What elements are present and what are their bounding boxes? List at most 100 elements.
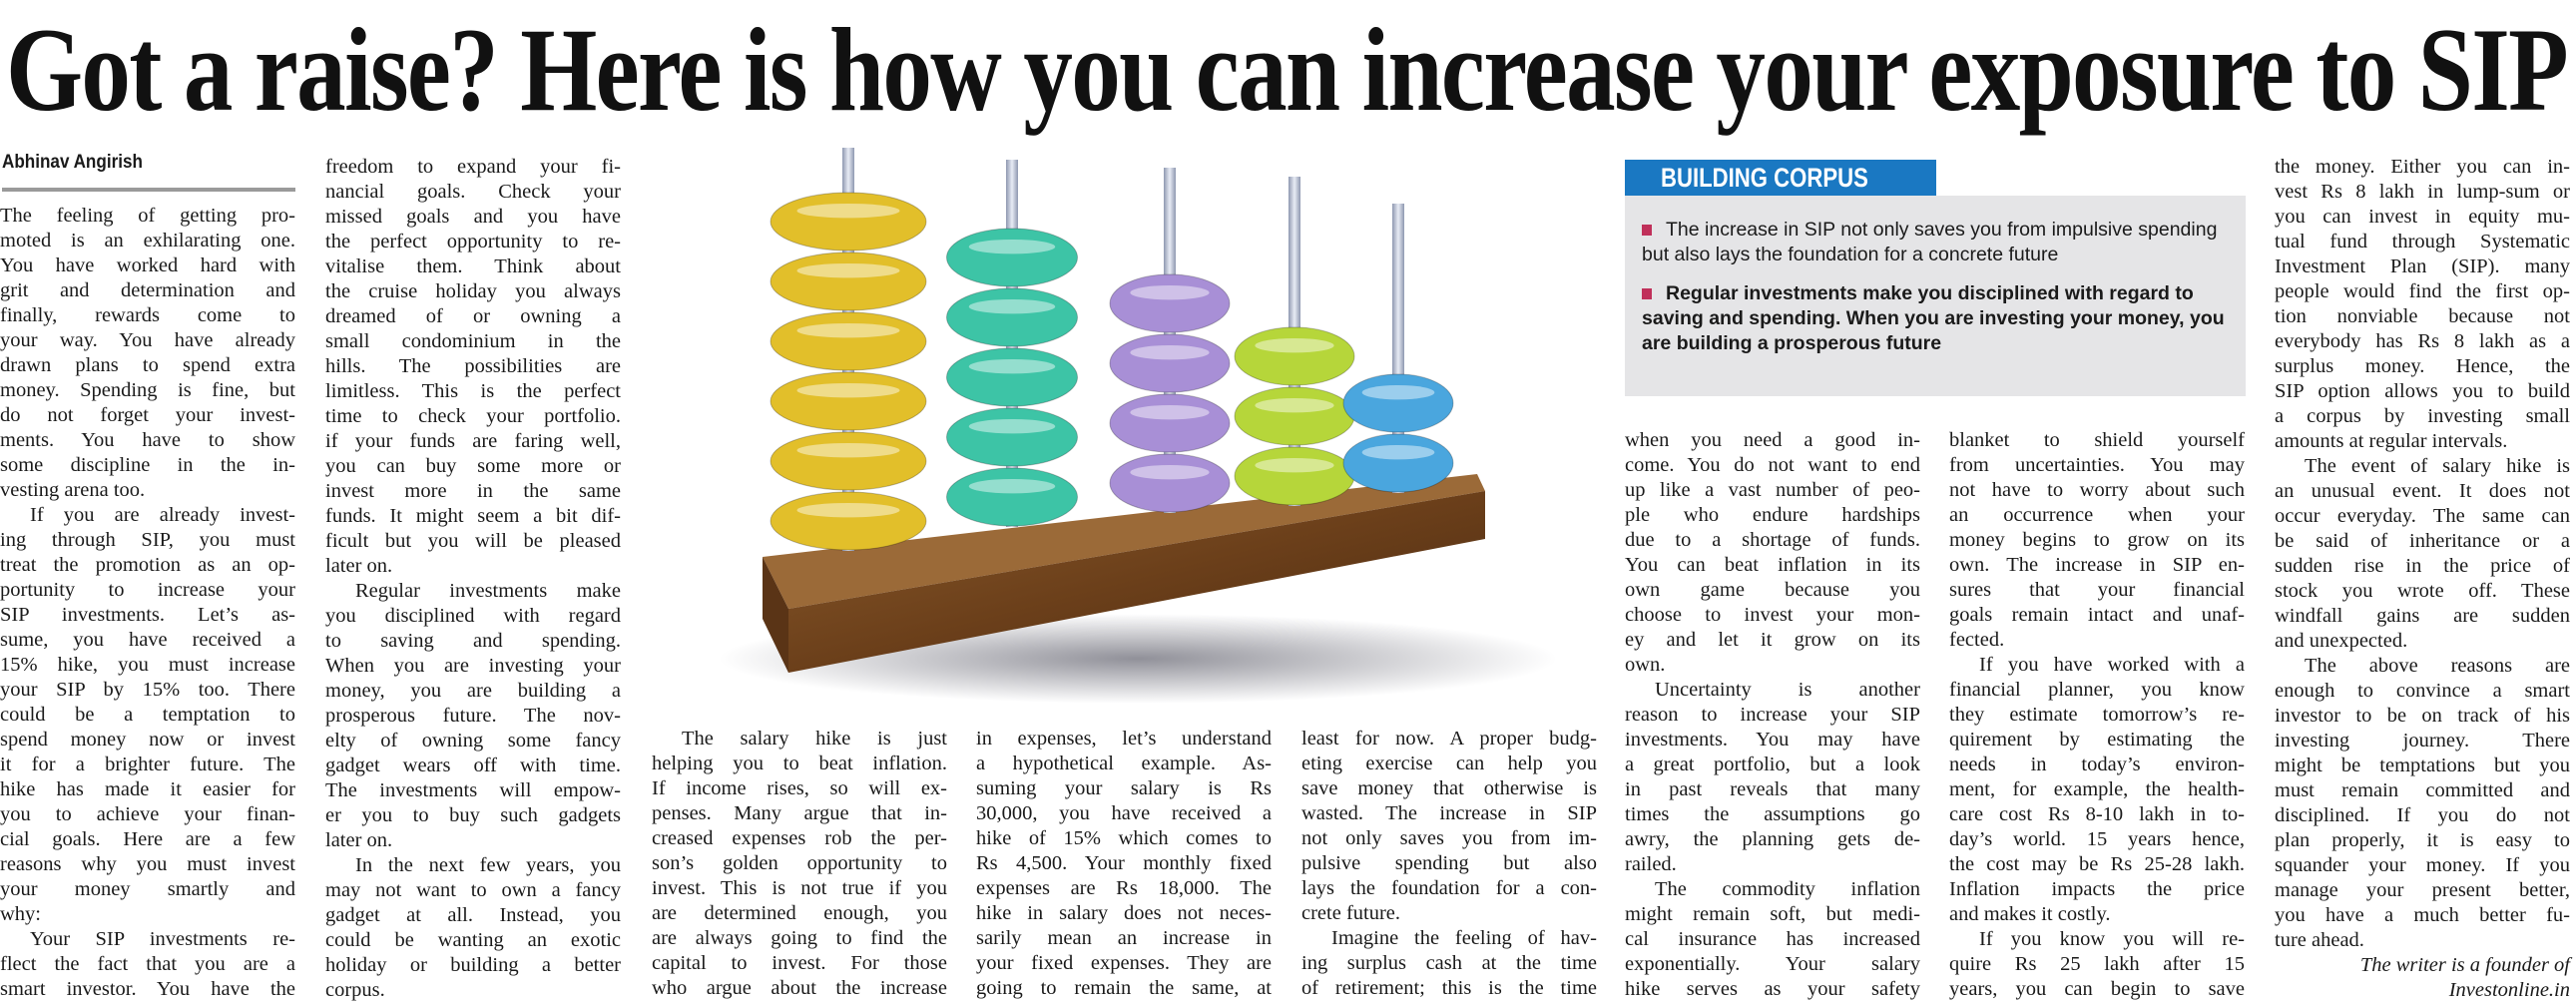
paragraph: If you are already invest-ing through SI… bbox=[0, 503, 295, 927]
text-line: quirement by estimating the bbox=[1949, 729, 2245, 751]
text-line: in past reveals that many bbox=[1625, 778, 1920, 800]
text-line: prosperous future. The nov- bbox=[325, 705, 621, 727]
text-line: The salary hike is just bbox=[682, 728, 947, 750]
text-line: invest. This is not true if you bbox=[652, 877, 947, 899]
text-line: some discipline in the in- bbox=[0, 454, 295, 476]
text-line: eting exercise can help you bbox=[1301, 753, 1597, 774]
text-line: your SIP by 15% too. There bbox=[0, 679, 295, 701]
paragraph: blanket to shield yourself from uncertain… bbox=[1949, 428, 2245, 653]
abacus-bead bbox=[1342, 433, 1454, 493]
paragraph: The above reasons are enough to convince … bbox=[2275, 654, 2570, 953]
text-line: blanket to shield yourself bbox=[1949, 429, 2245, 451]
sidebar-box-item: Regular investments make you disciplined… bbox=[1642, 281, 2230, 356]
text-line: sures that your financial bbox=[1949, 579, 2245, 601]
paragraph: Regular investments make you disciplined … bbox=[325, 579, 621, 853]
paragraph: The commodity inflation might remain soft… bbox=[1625, 877, 1920, 1002]
paragraph: The salary hike is just helping you to be… bbox=[652, 727, 947, 1001]
sidebar-box-title: BUILDING CORPUS bbox=[1625, 160, 1936, 196]
bead-highlight bbox=[968, 299, 1056, 314]
text-line: plan properly, it is easy to bbox=[2275, 829, 2570, 851]
text-line: you to achieve your finan- bbox=[0, 803, 295, 825]
text-line: the cruise holiday you always bbox=[325, 280, 621, 302]
text-line: reason to increase your SIP bbox=[1625, 704, 1920, 726]
text-line: tion nonviable because not bbox=[2275, 305, 2570, 327]
text-line: sudden rise in the price of bbox=[2275, 555, 2570, 577]
text-line: money. Spending is fine, but bbox=[0, 379, 295, 401]
text-line: drawn plans to spend extra bbox=[0, 354, 295, 376]
text-line: cal insurance has increased bbox=[1625, 928, 1920, 950]
sidebar-box-title-text: BUILDING CORPUS bbox=[1661, 163, 1868, 193]
square-bullet-icon bbox=[1642, 288, 1652, 299]
text-line: needs in today’s environ- bbox=[1949, 754, 2245, 775]
text-line: least for now. A proper budg- bbox=[1301, 728, 1597, 750]
abacus-bead bbox=[770, 371, 927, 431]
paragraph: in expenses, let’s understand a hypotheti… bbox=[976, 727, 1272, 1001]
text-line: a great portfolio, but a look bbox=[1625, 754, 1920, 775]
text-line: helping you to beat inflation. bbox=[652, 753, 947, 774]
text-line: invest more in the same bbox=[325, 480, 621, 502]
text-line: if your funds are faring well, bbox=[325, 430, 621, 452]
text-line: Inflation impacts the price bbox=[1949, 878, 2245, 900]
text-line: come. You do not want to end bbox=[1625, 454, 1920, 476]
bead-highlight bbox=[968, 419, 1056, 434]
bead-highlight bbox=[796, 323, 900, 338]
text-line: SIP investments. Let’s as- bbox=[0, 604, 295, 626]
bead-highlight bbox=[968, 479, 1056, 494]
headline-text: Got a raise? Here is how you can increas… bbox=[6, 3, 2569, 136]
text-line: crete future. bbox=[1301, 902, 1401, 924]
article-column-2: freedom to expand your fi-nancial goals.… bbox=[325, 155, 621, 1003]
writer-credit: Investonline.in bbox=[2448, 979, 2570, 1001]
bead-highlight bbox=[1361, 385, 1435, 400]
text-line: corpus. bbox=[325, 979, 385, 1001]
text-line: do not forget your invest- bbox=[0, 404, 295, 426]
abacus-board-front bbox=[763, 557, 788, 673]
text-line: going to remain the same, at bbox=[976, 977, 1272, 999]
text-line: enough to convince a smart bbox=[2275, 680, 2570, 702]
text-line: fected. bbox=[1949, 629, 2005, 651]
text-line: may not want to own a fancy bbox=[325, 879, 621, 901]
text-line: from uncertainties. You may bbox=[1949, 454, 2245, 476]
article-column-1: The feeling of getting pro-moted is an e… bbox=[0, 204, 295, 1002]
text-line: 30,000, you have received a bbox=[976, 802, 1272, 824]
text-line: save money that otherwise is bbox=[1301, 777, 1597, 799]
text-line: If income rises, so will ex- bbox=[652, 777, 947, 799]
text-line: could be wanting an exotic bbox=[325, 929, 621, 951]
text-line: why: bbox=[0, 903, 41, 925]
headline: Got a raise? Here is how you can increas… bbox=[6, 3, 2569, 136]
text-line: investing journey. There bbox=[2275, 730, 2570, 752]
text-line: cial goals. Here are a few bbox=[0, 828, 295, 850]
text-line: nancial goals. Check your bbox=[325, 181, 621, 203]
text-line: an unusual event. It does not bbox=[2275, 480, 2570, 502]
writer-credit: The writer is a founder of bbox=[2359, 954, 2570, 976]
text-line: not have to worry about such bbox=[1949, 479, 2245, 501]
text-line: time to check your portfolio. bbox=[325, 405, 621, 427]
byline-divider bbox=[2, 188, 295, 192]
article-column-5: least for now. A proper budg-eting exerc… bbox=[1301, 727, 1597, 1001]
sidebar-box: The increase in SIP not only saves you f… bbox=[1625, 196, 2246, 396]
paragraph: The feeling of getting pro-moted is an e… bbox=[0, 204, 295, 503]
article-column-8: the money. Either you can in-vest Rs 8 l… bbox=[2275, 155, 2570, 1003]
text-line: Imagine the feeling of hav- bbox=[1331, 927, 1597, 949]
text-line: The feeling of getting pro- bbox=[0, 205, 295, 227]
text-line: you can invest in equity mu- bbox=[2275, 206, 2570, 228]
abacus-board-top bbox=[763, 474, 1485, 609]
text-line: finally, rewards come to bbox=[0, 304, 295, 326]
bead-highlight bbox=[1130, 465, 1210, 480]
byline: Abhinav Angirish bbox=[2, 152, 143, 173]
abacus-board-side bbox=[788, 491, 1485, 673]
bead-highlight bbox=[1130, 345, 1210, 360]
bead-highlight bbox=[796, 383, 900, 398]
text-line: financial planner, you know bbox=[1949, 679, 2245, 701]
paragraph: when you need a good in-come. You do not… bbox=[1625, 428, 1920, 678]
paragraph: freedom to expand your fi-nancial goals.… bbox=[325, 155, 621, 579]
sidebar-box-item-text: The increase in SIP not only saves you f… bbox=[1642, 219, 2218, 265]
text-line: care cost Rs 8-10 lakh in to- bbox=[1949, 803, 2245, 825]
text-line: the money. Either you can in- bbox=[2275, 156, 2570, 178]
article-column-7: blanket to shield yourself from uncertain… bbox=[1949, 428, 2245, 1002]
abacus-bead bbox=[770, 491, 927, 551]
text-line: not only saves you from im- bbox=[1301, 827, 1597, 849]
text-line: The commodity inflation bbox=[1655, 878, 1920, 900]
text-line: dreamed of or owning a bbox=[325, 305, 621, 327]
text-line: due to a shortage of funds. bbox=[1625, 529, 1920, 551]
abacus-bead bbox=[770, 431, 927, 491]
